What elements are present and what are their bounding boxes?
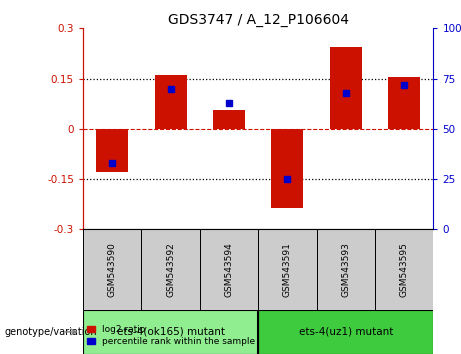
Bar [258,310,433,354]
Text: GSM543591: GSM543591 [283,242,292,297]
Bar [388,77,420,129]
Text: GSM543595: GSM543595 [400,242,408,297]
Text: GSM543592: GSM543592 [166,242,175,297]
Text: GSM543594: GSM543594 [225,242,233,297]
Bar [142,229,200,310]
Bar [154,75,187,129]
Bar [375,229,433,310]
Legend: log2 ratio, percentile rank within the sample: log2 ratio, percentile rank within the s… [88,325,255,346]
Bar [258,229,317,310]
Text: GSM543590: GSM543590 [108,242,117,297]
Bar [96,129,128,172]
Text: ets-4(uz1) mutant: ets-4(uz1) mutant [299,327,393,337]
Bar [83,229,142,310]
Bar [317,229,375,310]
Text: ets-4(ok165) mutant: ets-4(ok165) mutant [117,327,225,337]
Bar [271,129,303,207]
Text: GSM543593: GSM543593 [341,242,350,297]
Bar [330,47,362,129]
Bar [200,229,258,310]
Bar [213,110,245,129]
Text: genotype/variation: genotype/variation [5,327,97,337]
Bar [83,310,258,354]
Title: GDS3747 / A_12_P106604: GDS3747 / A_12_P106604 [168,13,349,27]
